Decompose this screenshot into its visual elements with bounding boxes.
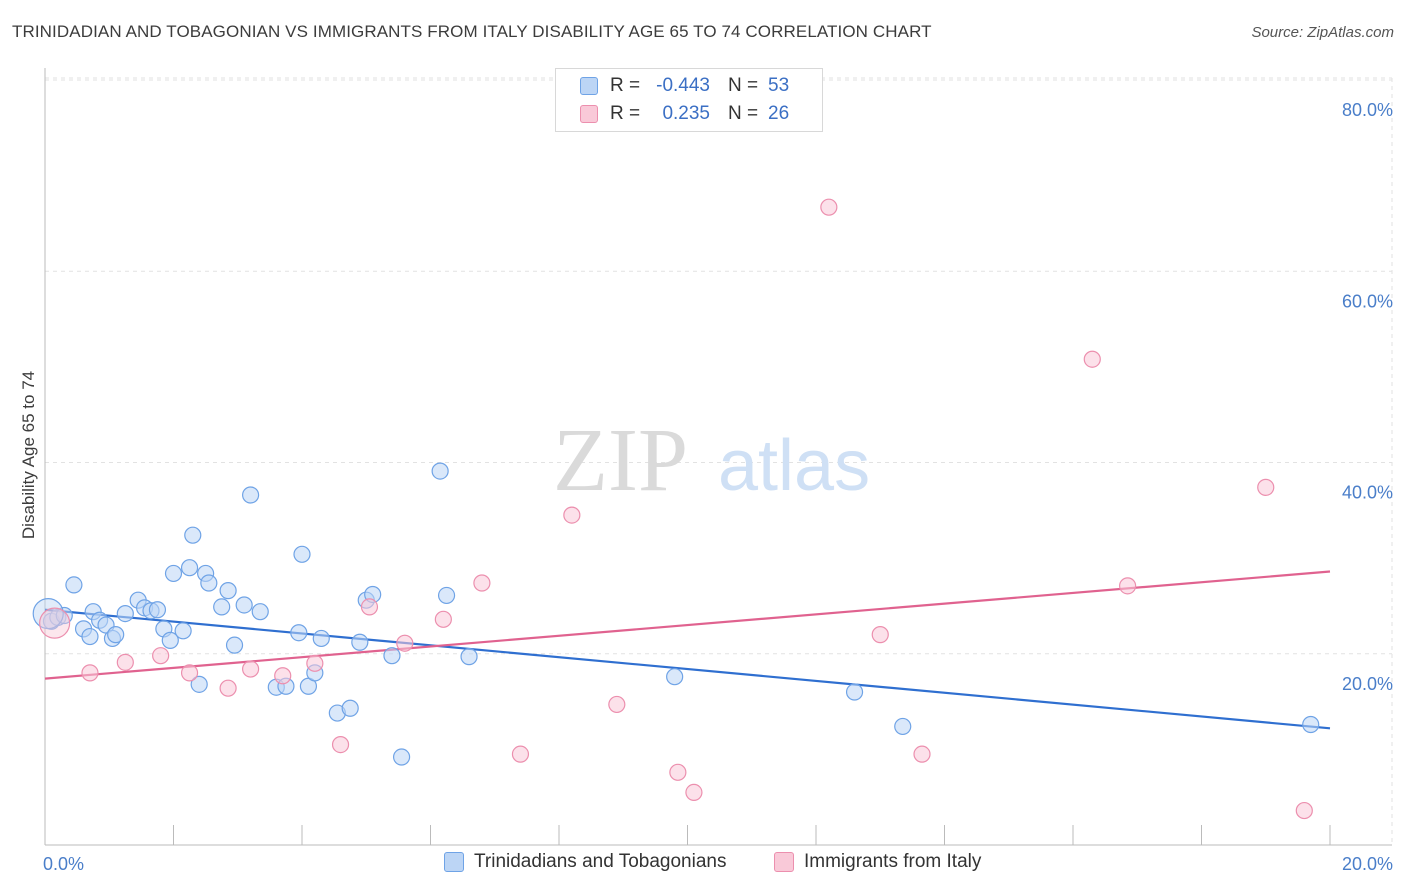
point-trinidadian [312, 629, 330, 648]
point-italy [1083, 350, 1101, 368]
point-italy [180, 664, 199, 682]
point-trinidadian [164, 564, 183, 583]
legend-r-value: -0.443 [656, 75, 710, 96]
point-italy [396, 634, 414, 652]
point-trinidadian [437, 586, 456, 605]
point-italy [274, 667, 292, 685]
legend-n-label: N = [728, 103, 759, 124]
point-trinidadian [290, 624, 308, 642]
legend-n-value: 26 [768, 103, 790, 124]
legend-n-value: 53 [768, 75, 790, 96]
axes [44, 68, 1392, 846]
legend-swatch-blue [580, 77, 598, 95]
point-trinidadian [116, 604, 134, 623]
point-italy [434, 610, 452, 628]
watermark-zip: ZIP [553, 411, 688, 510]
point-italy [871, 626, 889, 644]
legend-row-trinidadian: R = -0.443 N = 53 [556, 73, 789, 99]
point-trinidadian [65, 576, 83, 594]
point-trinidadian [161, 631, 179, 649]
point-trinidadian [107, 626, 125, 644]
point-italy [685, 783, 703, 802]
point-italy [1295, 801, 1313, 820]
point-italy [913, 745, 931, 763]
point-trinidadian [392, 748, 411, 766]
point-italy [820, 198, 838, 216]
y-tick-label: 80.0% [1342, 100, 1393, 120]
point-trinidadian [235, 596, 253, 614]
legend-n-label: N = [728, 75, 759, 96]
point-italy [1257, 478, 1275, 496]
point-italy [331, 735, 350, 754]
point-trinidadian [190, 675, 208, 693]
point-trinidadian [351, 633, 369, 651]
bottom-legend-label: Trinidadians and Tobagonians [474, 851, 727, 872]
point-trinidadian [55, 606, 73, 625]
point-trinidadian [180, 559, 199, 577]
point-italy [39, 607, 71, 639]
bottom-legend-swatch-pink [774, 852, 794, 872]
point-trinidadian [174, 622, 192, 640]
point-trinidadian [383, 647, 401, 665]
trend-line-trinidadian [44, 608, 1331, 730]
point-italy [608, 695, 626, 714]
legend-r-label: R = [610, 103, 641, 124]
point-trinidadian [845, 683, 864, 701]
point-trinidadian [251, 603, 269, 621]
x-tick-label: 0.0% [43, 854, 84, 874]
point-trinidadian [213, 598, 231, 616]
point-italy [473, 574, 491, 592]
point-trinidadian [148, 601, 167, 619]
point-trinidadian [460, 648, 478, 666]
point-trinidadian [81, 627, 99, 646]
point-trinidadian [32, 597, 64, 630]
point-trinidadian [666, 668, 684, 686]
point-trinidadian [431, 462, 449, 480]
point-trinidadian [184, 526, 202, 544]
tick-labels: 20.0% 40.0% 60.0% 80.0% 0.0% 20.0% [43, 100, 1393, 874]
y-tick-label: 40.0% [1342, 483, 1393, 503]
point-italy [511, 745, 530, 763]
point-italy [306, 654, 324, 672]
watermark-atlas: atlas [718, 426, 870, 506]
correlation-legend: R = -0.443 N = 53 R = 0.235 N = 26 [555, 68, 823, 132]
bottom-legend-italy: Immigrants from Italy [774, 851, 981, 873]
bottom-legend-label: Immigrants from Italy [804, 851, 982, 872]
point-italy [669, 763, 687, 781]
point-italy [360, 598, 379, 616]
point-trinidadian [293, 545, 311, 563]
point-trinidadian [341, 699, 359, 717]
chart-title: TRINIDADIAN AND TOBAGONIAN VS IMMIGRANTS… [12, 22, 932, 41]
trend-line-italy [44, 570, 1331, 680]
trend-lines [44, 570, 1331, 730]
legend-row-italy: R = 0.235 N = 26 [556, 101, 789, 127]
point-italy [81, 664, 99, 682]
x-tick-label: 20.0% [1342, 854, 1393, 874]
point-italy [563, 506, 581, 524]
point-italy [116, 653, 134, 671]
point-italy [152, 647, 170, 665]
point-trinidadian [894, 717, 912, 736]
point-trinidadian [225, 636, 244, 654]
y-axis-label: Disability Age 65 to 74 [19, 371, 38, 539]
point-trinidadian [200, 574, 218, 592]
y-tick-label: 20.0% [1342, 674, 1393, 694]
legend-r-value: 0.235 [662, 103, 710, 124]
source-label: Source: ZipAtlas.com [1251, 24, 1394, 41]
bottom-legend-trinidadian: Trinidadians and Tobagonians [444, 851, 726, 873]
legend-swatch-pink [580, 105, 598, 123]
point-trinidadian [219, 582, 237, 600]
data-points [32, 198, 1320, 820]
legend-r-label: R = [610, 75, 641, 96]
point-italy [242, 660, 260, 678]
bottom-legend-swatch-blue [444, 852, 464, 872]
point-italy [219, 679, 237, 697]
point-trinidadian [1302, 715, 1320, 734]
y-tick-label: 60.0% [1342, 291, 1393, 311]
point-trinidadian [242, 486, 260, 504]
point-italy [1119, 577, 1137, 595]
watermark: ZIP atlas [553, 411, 870, 510]
